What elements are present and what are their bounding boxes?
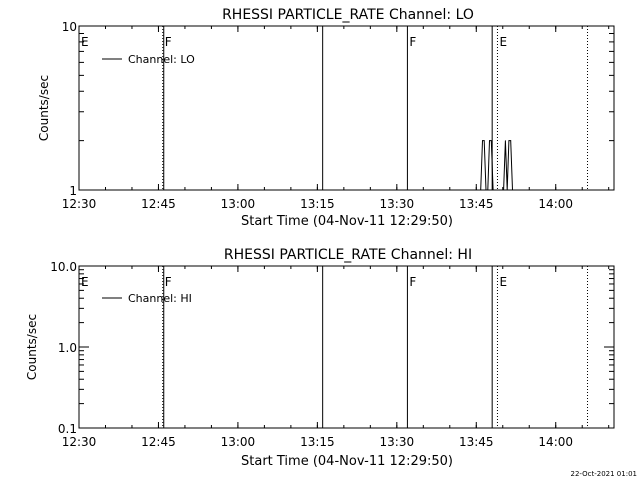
data-point-lo — [512, 189, 513, 191]
panel-lo: RHESSI PARTICLE_RATE Channel: LO 12:30 12… — [37, 7, 615, 229]
data-point-lo — [496, 189, 497, 191]
x-tick-label-lo-5: 13:45 — [459, 197, 494, 211]
data-point-lo — [506, 189, 508, 191]
data-point-lo — [501, 189, 503, 191]
data-point-lo — [508, 140, 510, 142]
data-point-lo — [494, 189, 496, 191]
data-point-lo — [503, 189, 505, 191]
x-tick-label-lo-1: 12:45 — [141, 197, 176, 211]
x-ticks-lo: 12:30 12:45 13:00 13:15 13:30 13:45 14:00 — [62, 26, 610, 211]
flag-label-hi-6: E — [499, 275, 507, 289]
flag-label-hi-4: F — [409, 275, 416, 289]
footer-timestamp: 22-Oct-2021 01:01 — [571, 470, 637, 478]
data-point-lo — [478, 189, 480, 191]
y-tick-label-lo-1: 10 — [62, 20, 77, 34]
flag-label-lo-4: F — [409, 35, 416, 49]
data-point-lo — [510, 140, 512, 142]
x-tick-label-lo-0: 12:30 — [62, 197, 97, 211]
panel-hi: RHESSI PARTICLE_RATE Channel: HI 12:30 12… — [25, 247, 615, 469]
plot-frame-hi — [78, 265, 615, 429]
y-tick-label-hi-1: 1.0 — [58, 341, 77, 355]
flag-label-hi-0: E — [81, 275, 89, 289]
flag-label-lo-1: F — [165, 35, 172, 49]
data-point-lo — [482, 140, 483, 142]
chart-title-lo: RHESSI PARTICLE_RATE Channel: LO — [222, 7, 474, 23]
series-lo — [478, 140, 515, 191]
y-ticks-hi: 0.1 1.0 10.0 — [50, 260, 614, 436]
data-point-lo — [490, 140, 492, 142]
y-tick-label-hi-2: 10.0 — [50, 260, 77, 274]
data-point-lo — [497, 189, 499, 191]
data-point-lo — [505, 140, 506, 142]
data-point-lo — [489, 140, 490, 142]
x-tick-label-hi-2: 13:00 — [221, 435, 256, 449]
legend-label-hi: Channel: HI — [128, 292, 192, 305]
x-tick-label-lo-4: 13:30 — [380, 197, 415, 211]
plot-frame-lo — [78, 25, 615, 191]
data-point-lo — [480, 189, 482, 191]
data-point-lo — [483, 140, 485, 142]
x-axis-label-hi: Start Time (04-Nov-11 12:29:50) — [241, 454, 453, 469]
data-point-lo — [492, 189, 494, 191]
legend-label-lo: Channel: LO — [128, 53, 195, 66]
x-tick-label-hi-0: 12:30 — [62, 435, 97, 449]
x-tick-label-hi-1: 12:45 — [141, 435, 176, 449]
x-tick-label-hi-3: 13:15 — [300, 435, 335, 449]
x-tick-label-lo-2: 13:00 — [221, 197, 256, 211]
y-axis-label-hi: Counts/sec — [25, 314, 39, 380]
y-tick-label-lo-0: 1 — [69, 184, 77, 198]
x-axis-label-lo: Start Time (04-Nov-11 12:29:50) — [241, 214, 453, 229]
flag-label-lo-0: E — [81, 35, 89, 49]
data-point-lo — [485, 189, 487, 191]
series-line-lo-0 — [478, 140, 515, 191]
y-ticks-lo: 1 10 — [62, 20, 614, 198]
x-tick-label-hi-4: 13:30 — [380, 435, 415, 449]
flag-label-lo-6: E — [499, 35, 507, 49]
flag-label-hi-1: F — [165, 275, 172, 289]
data-point-lo — [513, 189, 515, 191]
y-tick-label-hi-0: 0.1 — [58, 422, 77, 436]
data-point-lo — [487, 189, 489, 191]
data-point-lo — [499, 189, 501, 191]
x-tick-label-hi-5: 13:45 — [459, 435, 494, 449]
y-axis-label-lo: Counts/sec — [37, 75, 51, 141]
x-tick-label-lo-3: 13:15 — [300, 197, 335, 211]
chart-title-hi: RHESSI PARTICLE_RATE Channel: HI — [224, 247, 472, 263]
x-tick-label-lo-6: 14:00 — [538, 197, 573, 211]
x-tick-label-hi-6: 14:00 — [538, 435, 573, 449]
